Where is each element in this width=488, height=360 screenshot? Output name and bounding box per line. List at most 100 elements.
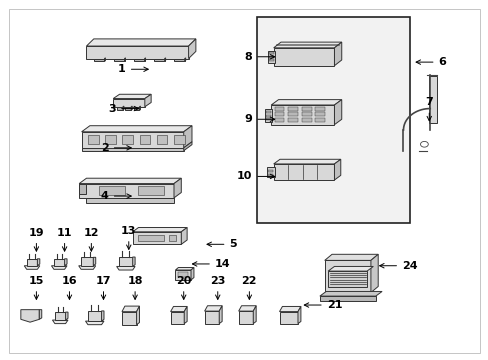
- Polygon shape: [102, 311, 104, 321]
- Polygon shape: [132, 232, 181, 244]
- Text: 9: 9: [244, 114, 274, 124]
- Polygon shape: [132, 257, 135, 266]
- Polygon shape: [124, 58, 125, 62]
- Polygon shape: [279, 306, 300, 312]
- Bar: [256, 18, 409, 223]
- Polygon shape: [133, 107, 139, 111]
- Bar: [265, 114, 270, 117]
- Polygon shape: [273, 42, 341, 48]
- Polygon shape: [144, 58, 145, 62]
- Polygon shape: [183, 142, 192, 151]
- Bar: [287, 118, 297, 122]
- Text: 23: 23: [210, 276, 225, 300]
- Polygon shape: [183, 126, 192, 148]
- Text: 2: 2: [101, 143, 131, 153]
- Polygon shape: [139, 106, 140, 111]
- Text: 13: 13: [121, 226, 136, 249]
- Polygon shape: [113, 94, 151, 99]
- Circle shape: [420, 141, 427, 147]
- Bar: [265, 111, 270, 113]
- Polygon shape: [136, 306, 139, 325]
- Polygon shape: [334, 159, 340, 180]
- Polygon shape: [85, 321, 104, 325]
- Polygon shape: [175, 267, 194, 270]
- Polygon shape: [65, 312, 68, 320]
- Polygon shape: [79, 266, 96, 269]
- Polygon shape: [113, 99, 144, 107]
- Bar: [268, 52, 273, 54]
- Bar: [137, 235, 164, 242]
- Bar: [122, 135, 133, 144]
- Polygon shape: [238, 311, 253, 324]
- Polygon shape: [79, 178, 181, 184]
- Polygon shape: [117, 107, 122, 111]
- Bar: [174, 135, 184, 144]
- Text: 21: 21: [304, 300, 342, 310]
- Bar: [287, 112, 297, 116]
- Polygon shape: [204, 311, 219, 324]
- Polygon shape: [273, 164, 334, 180]
- Polygon shape: [174, 178, 181, 198]
- Polygon shape: [170, 306, 187, 312]
- Polygon shape: [79, 184, 86, 194]
- Polygon shape: [51, 266, 67, 269]
- Polygon shape: [39, 310, 41, 319]
- Text: 8: 8: [244, 52, 274, 62]
- Polygon shape: [27, 259, 37, 266]
- Polygon shape: [238, 306, 256, 311]
- Polygon shape: [119, 257, 132, 266]
- Polygon shape: [170, 312, 184, 324]
- Polygon shape: [21, 310, 39, 322]
- Polygon shape: [324, 254, 377, 260]
- Polygon shape: [370, 254, 377, 293]
- Polygon shape: [324, 260, 370, 293]
- Polygon shape: [116, 266, 135, 270]
- Bar: [169, 235, 176, 242]
- Polygon shape: [81, 148, 183, 151]
- Polygon shape: [297, 306, 300, 324]
- Polygon shape: [273, 159, 340, 164]
- Text: 14: 14: [192, 259, 230, 269]
- Polygon shape: [271, 105, 334, 125]
- Polygon shape: [81, 132, 183, 148]
- Polygon shape: [191, 267, 194, 280]
- Text: 12: 12: [83, 228, 99, 251]
- Polygon shape: [132, 228, 187, 232]
- Polygon shape: [86, 198, 174, 203]
- Polygon shape: [327, 271, 366, 287]
- Text: 10: 10: [236, 171, 274, 181]
- Text: 5: 5: [206, 239, 237, 249]
- Bar: [274, 107, 284, 111]
- Text: 3: 3: [108, 104, 138, 113]
- Polygon shape: [86, 39, 196, 46]
- Polygon shape: [93, 257, 96, 266]
- Bar: [315, 112, 325, 116]
- Text: 19: 19: [28, 228, 44, 251]
- Text: 22: 22: [241, 276, 257, 300]
- Polygon shape: [184, 58, 185, 62]
- Polygon shape: [428, 76, 436, 123]
- Polygon shape: [114, 59, 124, 62]
- Polygon shape: [188, 39, 196, 59]
- Text: 20: 20: [176, 276, 191, 300]
- Polygon shape: [175, 270, 191, 280]
- Text: 24: 24: [379, 261, 417, 271]
- Text: 7: 7: [425, 98, 432, 121]
- Polygon shape: [88, 311, 102, 321]
- Bar: [315, 118, 325, 122]
- Polygon shape: [184, 306, 187, 324]
- Polygon shape: [79, 184, 174, 198]
- Bar: [287, 107, 297, 111]
- Bar: [315, 107, 325, 111]
- Bar: [137, 186, 164, 195]
- Polygon shape: [334, 100, 341, 125]
- Bar: [274, 118, 284, 122]
- Polygon shape: [319, 292, 381, 296]
- Bar: [88, 135, 99, 144]
- Bar: [178, 272, 188, 277]
- Bar: [268, 59, 273, 62]
- Bar: [157, 135, 167, 144]
- Polygon shape: [154, 59, 164, 62]
- Polygon shape: [86, 46, 188, 59]
- Bar: [268, 56, 273, 58]
